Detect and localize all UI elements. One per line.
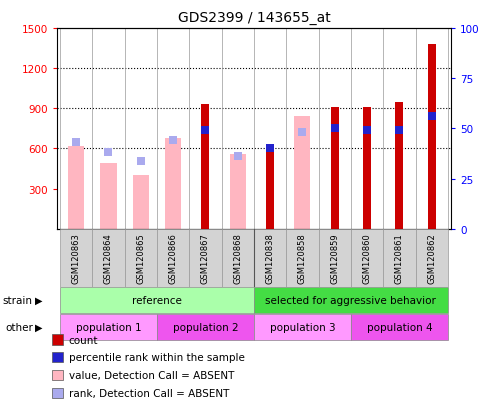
Text: strain: strain xyxy=(2,295,33,306)
Bar xyxy=(92,229,125,287)
Point xyxy=(266,146,274,152)
Text: population 3: population 3 xyxy=(270,322,335,332)
Bar xyxy=(157,229,189,287)
Text: GSM120861: GSM120861 xyxy=(395,233,404,283)
Point xyxy=(137,158,144,164)
Text: GSM120858: GSM120858 xyxy=(298,233,307,283)
Bar xyxy=(266,153,274,229)
Point xyxy=(169,138,177,145)
Bar xyxy=(189,229,221,287)
Text: population 4: population 4 xyxy=(367,322,432,332)
Bar xyxy=(101,164,116,229)
Text: count: count xyxy=(69,335,98,345)
Text: population 1: population 1 xyxy=(75,322,141,332)
Bar xyxy=(331,108,339,229)
Bar xyxy=(60,287,254,313)
Bar xyxy=(395,102,403,229)
Bar xyxy=(351,229,383,287)
Text: ▶: ▶ xyxy=(35,322,42,332)
Point xyxy=(395,128,403,134)
Bar xyxy=(254,287,448,313)
Bar xyxy=(254,314,351,340)
Bar xyxy=(416,229,448,287)
Text: rank, Detection Call = ABSENT: rank, Detection Call = ABSENT xyxy=(69,388,229,398)
Text: GSM120860: GSM120860 xyxy=(362,233,372,283)
Text: GSM120866: GSM120866 xyxy=(169,233,177,283)
Text: value, Detection Call = ABSENT: value, Detection Call = ABSENT xyxy=(69,370,234,380)
Bar xyxy=(157,314,254,340)
Text: other: other xyxy=(5,322,33,332)
Bar xyxy=(60,229,92,287)
Text: GSM120863: GSM120863 xyxy=(71,233,80,283)
Text: GSM120864: GSM120864 xyxy=(104,233,113,283)
Bar xyxy=(383,229,416,287)
Bar xyxy=(286,229,318,287)
Bar xyxy=(68,147,84,229)
Text: percentile rank within the sample: percentile rank within the sample xyxy=(69,352,245,363)
Bar xyxy=(363,108,371,229)
Point xyxy=(298,130,306,136)
Text: reference: reference xyxy=(132,295,182,306)
Text: GSM120862: GSM120862 xyxy=(427,233,436,283)
Point xyxy=(72,140,80,146)
Point xyxy=(363,128,371,134)
Point xyxy=(428,114,436,120)
Bar xyxy=(201,105,210,229)
Bar xyxy=(221,229,254,287)
Point xyxy=(234,154,242,160)
Bar xyxy=(133,176,149,229)
Text: GSM120865: GSM120865 xyxy=(136,233,145,283)
Bar xyxy=(254,229,286,287)
Point xyxy=(331,126,339,132)
Bar xyxy=(125,229,157,287)
Bar xyxy=(351,314,448,340)
Bar xyxy=(230,154,246,229)
Bar xyxy=(294,117,311,229)
Title: GDS2399 / 143655_at: GDS2399 / 143655_at xyxy=(177,11,330,25)
Point xyxy=(105,150,112,157)
Bar xyxy=(165,138,181,229)
Bar xyxy=(427,45,436,229)
Bar xyxy=(318,229,351,287)
Text: selected for aggressive behavior: selected for aggressive behavior xyxy=(265,295,436,306)
Text: GSM120859: GSM120859 xyxy=(330,233,339,283)
Text: GSM120838: GSM120838 xyxy=(266,233,275,283)
Text: GSM120867: GSM120867 xyxy=(201,233,210,283)
Text: GSM120868: GSM120868 xyxy=(233,233,242,283)
Bar xyxy=(60,314,157,340)
Point xyxy=(202,128,210,134)
Text: population 2: population 2 xyxy=(173,322,238,332)
Text: ▶: ▶ xyxy=(35,295,42,306)
